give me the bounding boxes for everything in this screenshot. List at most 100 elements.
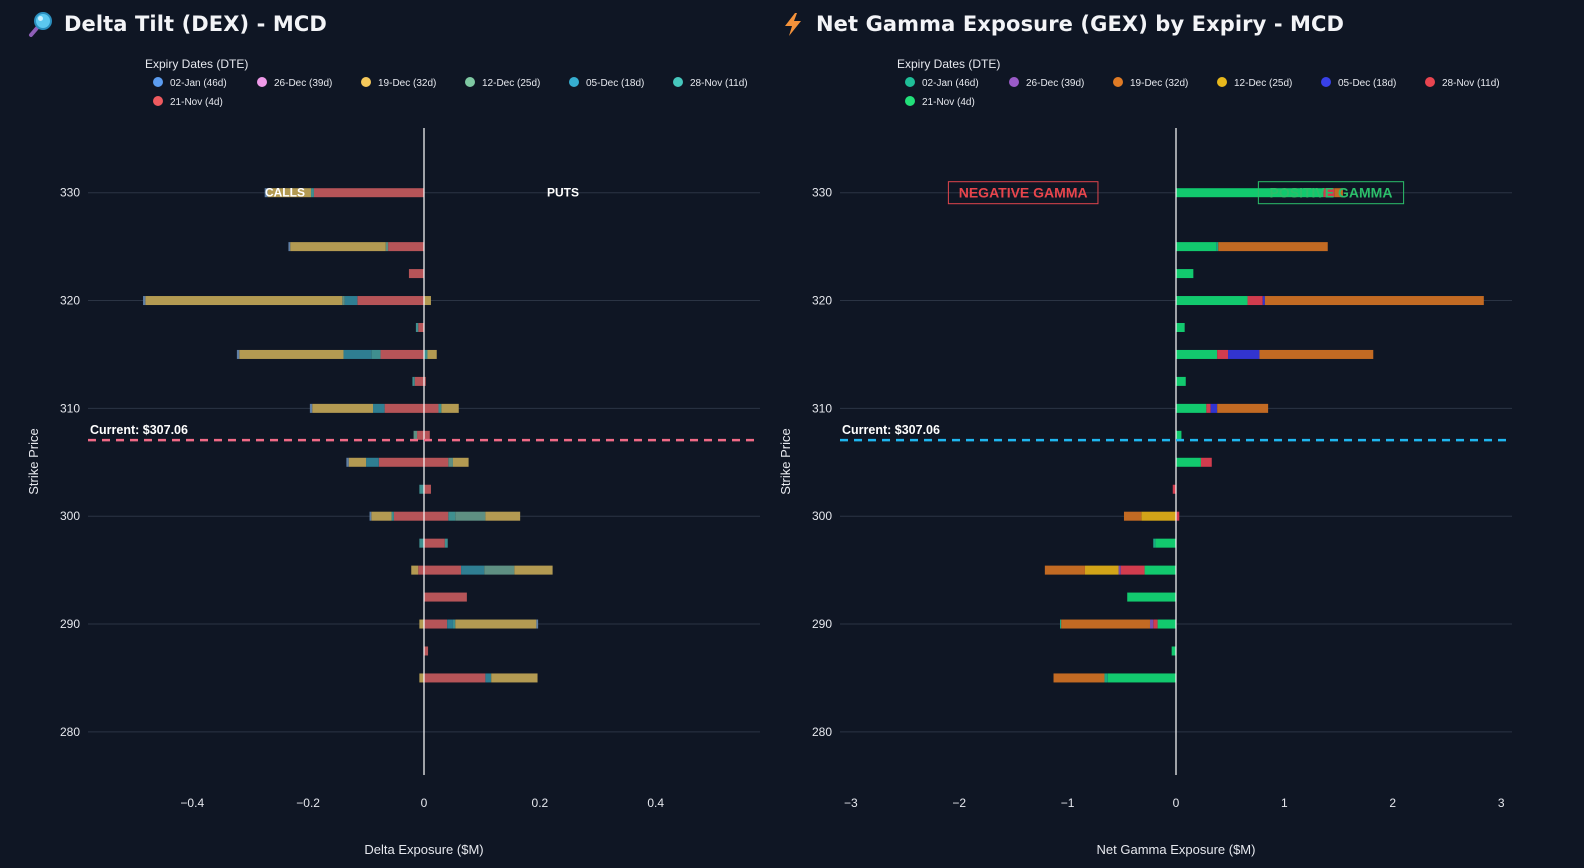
bar-segment-300-21-nov-4d[interactable]	[393, 511, 424, 521]
bar-segment-325-02-jan-46d[interactable]	[1216, 242, 1219, 252]
bar-segment-290-19-dec-32d[interactable]	[1061, 619, 1150, 629]
bar-segment-297.5-21-nov-4d[interactable]	[424, 538, 445, 548]
bar-segment-330-19-dec-32d[interactable]	[267, 188, 312, 198]
bar-segment-307.5-21-nov-4d[interactable]	[417, 430, 424, 440]
bar-segment-330-28-nov-11d[interactable]	[1323, 188, 1335, 198]
bar-segment-315-21-nov-4d[interactable]	[380, 349, 424, 359]
bar-segment-295-19-dec-32d[interactable]	[514, 565, 553, 575]
legend-item-02-jan-46d[interactable]: 02-Jan (46d)	[905, 77, 979, 89]
bar-segment-315-28-nov-11d[interactable]	[371, 349, 381, 359]
bar-segment-320-21-nov-4d[interactable]	[357, 296, 424, 306]
bar-segment-300-28-nov-11d[interactable]	[448, 511, 456, 521]
bar-segment-285-02-jan-46d[interactable]	[1104, 673, 1108, 683]
bar-segment-287.5-21-nov-4d[interactable]	[424, 646, 429, 656]
bar-segment-305-21-nov-4d[interactable]	[424, 457, 449, 467]
legend-item-21-nov-4d[interactable]: 21-Nov (4d)	[905, 96, 975, 108]
bar-segment-305-28-nov-11d[interactable]	[1200, 457, 1212, 467]
bar-segment-295-05-dec-18d[interactable]	[461, 565, 485, 575]
bar-segment-295-12-dec-25d[interactable]	[484, 565, 515, 575]
bar-segment-320-21-nov-4d[interactable]	[1176, 296, 1248, 306]
bar-segment-310-28-nov-11d[interactable]	[438, 403, 442, 413]
bar-segment-315-19-dec-32d[interactable]	[1259, 349, 1374, 359]
bar-segment-300-19-dec-32d[interactable]	[485, 511, 521, 521]
legend-item-02-jan-46d[interactable]: 02-Jan (46d)	[153, 77, 227, 89]
bar-segment-305-19-dec-32d[interactable]	[452, 457, 469, 467]
bar-segment-310-28-nov-11d[interactable]	[1206, 403, 1211, 413]
bar-segment-330-19-dec-32d[interactable]	[1334, 188, 1343, 198]
bar-segment-315-05-dec-18d[interactable]	[1228, 349, 1260, 359]
bar-segment-297.5-02-jan-46d[interactable]	[1153, 538, 1156, 548]
bar-segment-310-02-jan-46d[interactable]	[309, 403, 313, 413]
legend-item-12-dec-25d[interactable]: 12-Dec (25d)	[465, 77, 540, 89]
bar-segment-322.5-21-nov-4d[interactable]	[1176, 269, 1194, 279]
bar-segment-290-02-jan-46d[interactable]	[1060, 619, 1062, 629]
bar-segment-290-05-dec-18d[interactable]	[447, 619, 453, 629]
bar-segment-315-19-dec-32d[interactable]	[239, 349, 344, 359]
bar-segment-325-02-jan-46d[interactable]	[288, 242, 291, 252]
bar-segment-315-05-dec-18d[interactable]	[343, 349, 372, 359]
legend-item-05-dec-18d[interactable]: 05-Dec (18d)	[1321, 77, 1396, 89]
bar-segment-315-21-nov-4d[interactable]	[1176, 349, 1218, 359]
bar-segment-330-21-nov-4d[interactable]	[1176, 188, 1324, 198]
bar-segment-320-19-dec-32d[interactable]	[424, 296, 431, 306]
bar-segment-325-21-nov-4d[interactable]	[1176, 242, 1217, 252]
bar-segment-325-19-dec-32d[interactable]	[290, 242, 386, 252]
bar-segment-285-21-nov-4d[interactable]	[1107, 673, 1176, 683]
bar-segment-287.5-21-nov-4d[interactable]	[1171, 646, 1176, 656]
bar-segment-320-28-nov-11d[interactable]	[1247, 296, 1263, 306]
bar-segment-285-19-dec-32d[interactable]	[419, 673, 424, 683]
legend-item-19-dec-32d[interactable]: 19-Dec (32d)	[361, 77, 436, 89]
legend-item-19-dec-32d[interactable]: 19-Dec (32d)	[1113, 77, 1188, 89]
bar-segment-302.5-28-nov-11d[interactable]	[1172, 484, 1176, 494]
bar-segment-285-21-nov-4d[interactable]	[424, 673, 486, 683]
bar-segment-320-05-dec-18d[interactable]	[1262, 296, 1265, 306]
bar-segment-300-28-nov-11d[interactable]	[391, 511, 394, 521]
bar-segment-310-05-dec-18d[interactable]	[1210, 403, 1218, 413]
bar-segment-310-21-nov-4d[interactable]	[384, 403, 424, 413]
legend-item-21-nov-4d[interactable]: 21-Nov (4d)	[153, 96, 223, 108]
bar-segment-317.5-21-nov-4d[interactable]	[1176, 322, 1185, 332]
bar-segment-312.5-21-nov-4d[interactable]	[424, 376, 426, 386]
bar-segment-290-28-nov-11d[interactable]	[1153, 619, 1158, 629]
bar-segment-297.5-28-nov-11d[interactable]	[444, 538, 448, 548]
bar-segment-312.5-28-nov-11d[interactable]	[412, 376, 415, 386]
legend-item-28-nov-11d[interactable]: 28-Nov (11d)	[1425, 77, 1500, 89]
bar-segment-300-21-nov-4d[interactable]	[424, 511, 449, 521]
bar-segment-320-05-dec-18d[interactable]	[344, 296, 358, 306]
bar-segment-317.5-28-nov-11d[interactable]	[415, 322, 419, 332]
bar-segment-295-21-nov-4d[interactable]	[424, 565, 462, 575]
bar-segment-325-12-dec-25d[interactable]	[385, 242, 389, 252]
bar-segment-295-26-dec-39d[interactable]	[1118, 565, 1121, 575]
bar-segment-305-02-jan-46d[interactable]	[346, 457, 349, 467]
bar-segment-307.5-21-nov-4d[interactable]	[1176, 430, 1182, 440]
bar-segment-300-02-jan-46d[interactable]	[369, 511, 372, 521]
bar-segment-312.5-21-nov-4d[interactable]	[414, 376, 424, 386]
legend-item-12-dec-25d[interactable]: 12-Dec (25d)	[1217, 77, 1292, 89]
bar-segment-305-21-nov-4d[interactable]	[1176, 457, 1201, 467]
bar-segment-300-12-dec-25d[interactable]	[1141, 511, 1176, 521]
bar-segment-290-21-nov-4d[interactable]	[424, 619, 448, 629]
bar-segment-310-19-dec-32d[interactable]	[441, 403, 459, 413]
bar-segment-302.5-28-nov-11d[interactable]	[419, 484, 424, 494]
legend-item-28-nov-11d[interactable]: 28-Nov (11d)	[673, 77, 748, 89]
bar-segment-297.5-21-nov-4d[interactable]	[1155, 538, 1176, 548]
bar-segment-290-19-dec-32d[interactable]	[419, 619, 424, 629]
bar-segment-290-26-dec-39d[interactable]	[1149, 619, 1154, 629]
bar-segment-310-21-nov-4d[interactable]	[424, 403, 439, 413]
bar-segment-302.5-21-nov-4d[interactable]	[424, 484, 431, 494]
bar-segment-300-12-dec-25d[interactable]	[455, 511, 486, 521]
bar-segment-300-19-dec-32d[interactable]	[1123, 511, 1142, 521]
bar-segment-300-28-nov-11d[interactable]	[1176, 511, 1180, 521]
bar-segment-320-19-dec-32d[interactable]	[145, 296, 343, 306]
legend-item-26-dec-39d[interactable]: 26-Dec (39d)	[257, 77, 332, 89]
bar-segment-297.5-28-nov-11d[interactable]	[419, 538, 424, 548]
bar-segment-315-02-jan-46d[interactable]	[236, 349, 240, 359]
legend-item-26-dec-39d[interactable]: 26-Dec (39d)	[1009, 77, 1084, 89]
bar-segment-305-19-dec-32d[interactable]	[348, 457, 367, 467]
bar-segment-285-19-dec-32d[interactable]	[1053, 673, 1105, 683]
bar-segment-322.5-21-nov-4d[interactable]	[408, 269, 424, 279]
bar-segment-295-21-nov-4d[interactable]	[1144, 565, 1176, 575]
bar-segment-317.5-21-nov-4d[interactable]	[418, 322, 424, 332]
bar-segment-312.5-21-nov-4d[interactable]	[1176, 376, 1186, 386]
bar-segment-290-21-nov-4d[interactable]	[1157, 619, 1176, 629]
